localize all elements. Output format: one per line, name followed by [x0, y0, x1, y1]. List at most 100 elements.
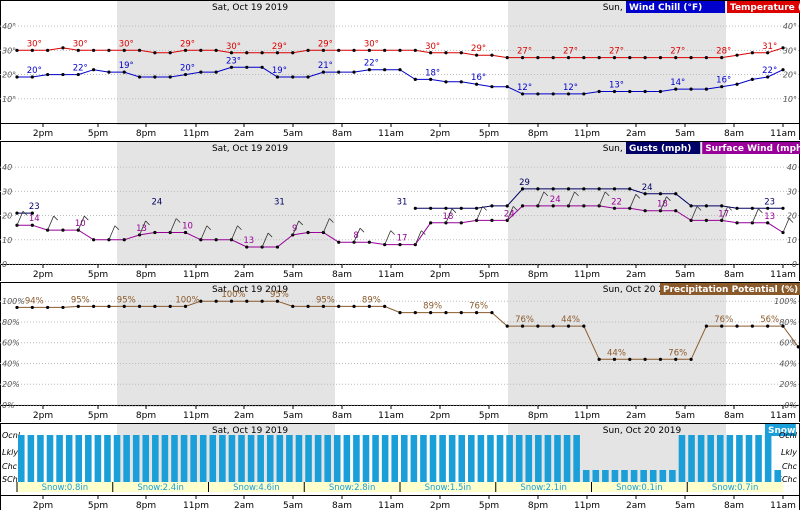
data-label: 29° — [272, 42, 287, 52]
snow-bar — [745, 435, 753, 491]
snow-bar — [649, 470, 657, 491]
data-label: 27° — [563, 47, 578, 57]
data-point — [107, 70, 111, 74]
data-point — [429, 311, 433, 315]
data-point — [214, 48, 218, 52]
data-point — [582, 204, 586, 208]
data-point — [30, 223, 34, 227]
snow-bar — [468, 435, 475, 491]
y-tick-label-left: Lkly — [2, 448, 18, 457]
snow-bar — [362, 435, 370, 491]
data-point — [76, 72, 80, 77]
time-tick-label: 5pm — [479, 129, 499, 139]
y-tick-label-left: 0 — [2, 260, 7, 269]
data-label: 9 — [292, 224, 297, 234]
data-point — [520, 324, 525, 328]
wind-barb — [231, 225, 242, 240]
data-point — [674, 87, 678, 91]
wind-barb — [261, 232, 273, 248]
data-point — [291, 51, 295, 55]
snow-bar — [247, 435, 255, 491]
time-tick-label: 2am — [626, 411, 646, 421]
snow-bar — [563, 435, 571, 491]
data-point — [766, 206, 770, 210]
time-tick-label: 2pm — [33, 129, 53, 139]
data-point — [306, 75, 310, 79]
data-point — [137, 75, 142, 79]
y-tick-label-left: 20% — [2, 380, 20, 389]
data-point — [30, 305, 34, 310]
legend-label: Wind Chill (°F) — [629, 3, 702, 13]
time-tick-label: 11am — [770, 129, 796, 139]
legend-label: Temperature (°F) — [730, 3, 800, 13]
y-tick-label-right: 30 — [787, 187, 797, 196]
time-tick-label: 5am — [283, 270, 303, 280]
time-tick-label: 2am — [626, 501, 646, 510]
data-point — [337, 48, 341, 52]
y-tick-label-right: 10° — [783, 95, 797, 104]
time-tick-label: 2pm — [33, 270, 53, 280]
y-tick-label-right: 20° — [783, 71, 797, 80]
time-tick-label: 11am — [378, 129, 404, 139]
snow-bar — [602, 470, 609, 491]
data-point — [781, 324, 785, 328]
data-point — [137, 304, 142, 308]
data-point — [766, 51, 770, 55]
data-point — [352, 304, 356, 308]
y-tick-label-left: 100% — [2, 297, 25, 306]
snow-bar — [496, 435, 504, 491]
data-point — [459, 311, 463, 315]
y-tick-label-left: 40° — [2, 22, 16, 31]
data-point — [321, 48, 325, 52]
time-tick-label: 8pm — [528, 411, 548, 421]
legend-box — [626, 1, 725, 13]
wind-barb — [751, 208, 763, 223]
snow-bar — [132, 435, 140, 491]
data-label: 24 — [504, 209, 515, 219]
time-tick-label: 5am — [283, 501, 303, 510]
data-label: 44% — [607, 348, 626, 358]
data-point — [352, 70, 356, 74]
data-label: 27° — [670, 47, 685, 57]
snow-bar — [199, 435, 207, 491]
wind-barb — [292, 220, 304, 236]
data-point — [520, 56, 525, 60]
legend-box — [727, 1, 800, 13]
data-label: 89% — [362, 295, 381, 305]
data-label: 14° — [670, 78, 685, 88]
data-label: 29° — [471, 44, 486, 54]
data-label: 31 — [274, 197, 285, 207]
data-point — [367, 304, 371, 308]
time-tick-label: 5pm — [479, 270, 499, 280]
data-label: 23° — [226, 56, 241, 66]
time-tick-label: 5pm — [88, 411, 108, 421]
data-point — [61, 72, 65, 77]
y-tick-label-right: Chc — [782, 462, 798, 471]
data-label: 100% — [175, 295, 199, 305]
data-label: 20° — [180, 64, 195, 74]
data-point — [566, 187, 571, 191]
snow-bar — [113, 435, 121, 491]
time-tick-label: 11pm — [183, 129, 209, 139]
data-point — [536, 56, 540, 60]
data-point — [183, 72, 188, 77]
data-point — [260, 65, 264, 69]
data-point — [291, 75, 295, 79]
data-point — [337, 304, 341, 308]
y-tick-label-right: 100% — [774, 297, 797, 306]
data-point — [153, 75, 157, 79]
time-tick-label: 11pm — [183, 411, 209, 421]
data-label: 27° — [609, 47, 624, 57]
wind-barb — [568, 191, 579, 207]
panel-2: Sat, Oct 19 2019 Sun, Oct 20 2019 2pm 5pm 8p… — [0, 282, 800, 422]
data-point — [551, 92, 555, 96]
series-surface-wind-mph-: 14 10 13 10 13 9 8 17 18 24 24 22 18 17 13 — [15, 195, 785, 249]
data-point — [704, 324, 709, 328]
data-label: 28° — [716, 47, 731, 57]
data-point — [735, 221, 739, 225]
series-temperature-f-: 30° 30° 30° 29° 30° 29° 29° 30° 30° 29° 27° 27° 27° 2… — [15, 39, 785, 60]
data-point — [61, 46, 65, 50]
time-tick-label: 11am — [770, 501, 796, 510]
